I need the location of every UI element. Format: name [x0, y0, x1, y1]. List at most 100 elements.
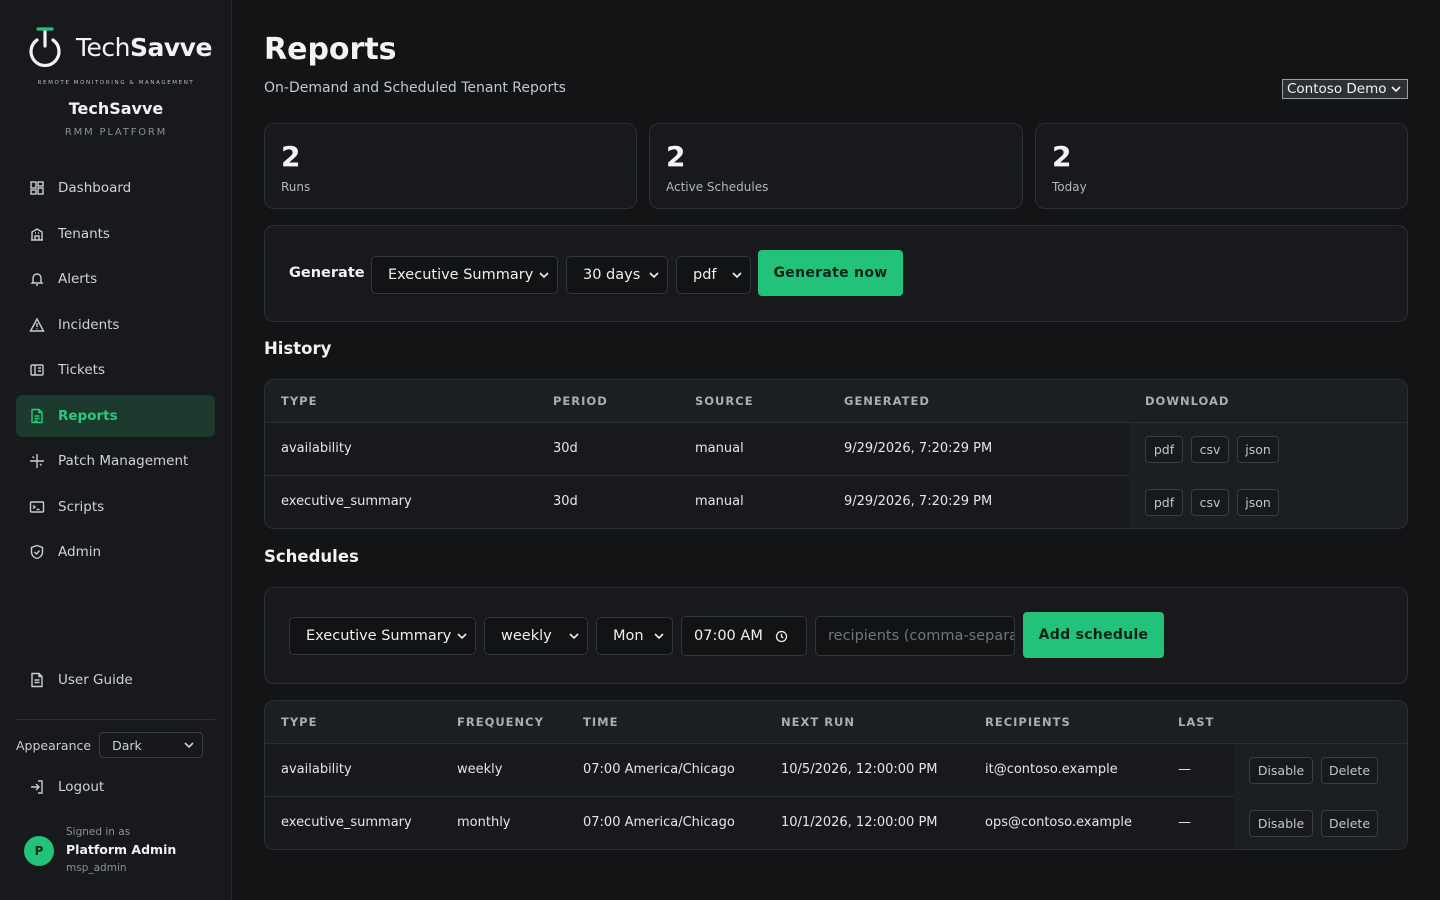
- schedules-table: TYPE FREQUENCY TIME NEXT RUN RECIPIENTS …: [264, 700, 1408, 850]
- format-select[interactable]: pdf: [676, 256, 751, 294]
- sidebar-item-label: Tenants: [58, 226, 110, 242]
- cell-last: —: [1178, 762, 1191, 777]
- logo-wordmark: TechSavve: [76, 32, 212, 62]
- appearance-label: Appearance: [16, 737, 92, 753]
- chevron-down-icon: [457, 633, 467, 640]
- logout-button[interactable]: Logout: [16, 766, 215, 808]
- sidebar-item-incidents[interactable]: Incidents: [16, 304, 215, 346]
- cell-type: availability: [281, 762, 352, 777]
- page-title: Reports: [264, 32, 397, 67]
- day-value: Mon: [613, 628, 644, 644]
- stat-value: 2: [666, 140, 686, 173]
- brand-subtitle: RMM PLATFORM: [64, 127, 168, 138]
- download-json-button[interactable]: json: [1237, 489, 1279, 516]
- period-select[interactable]: 30 days: [566, 256, 668, 294]
- cell-next-run: 10/5/2026, 12:00:00 PM: [781, 762, 938, 777]
- stat-card-runs: 2 Runs: [264, 123, 637, 209]
- disable-button[interactable]: Disable: [1249, 810, 1313, 837]
- history-title: History: [264, 339, 332, 358]
- schedule-type-select[interactable]: Executive Summary: [289, 617, 476, 655]
- sidebar-item-tenants[interactable]: Tenants: [16, 213, 215, 255]
- generate-panel: Generate Executive Summary 30 days pdf G…: [264, 225, 1408, 322]
- delete-button[interactable]: Delete: [1321, 810, 1378, 837]
- sidebar-item-label: Patch Management: [58, 453, 189, 469]
- cell-period: 30d: [553, 441, 578, 456]
- logo[interactable]: TechSavve: [26, 26, 212, 68]
- column-header: TYPE: [281, 394, 318, 408]
- sidebar-item-patch-management[interactable]: Patch Management: [16, 440, 215, 482]
- chevron-down-icon: [649, 272, 659, 279]
- cell-last: —: [1178, 815, 1191, 830]
- download-pdf-button[interactable]: pdf: [1145, 489, 1183, 516]
- sidebar-item-dashboard[interactable]: Dashboard: [16, 167, 215, 209]
- report-icon: [28, 407, 46, 425]
- brand-name: TechSavve: [68, 99, 164, 118]
- frequency-value: weekly: [501, 628, 552, 644]
- table-row: availability 30d manual 9/29/2026, 7:20:…: [265, 423, 1407, 476]
- download-cell: pdf csv json: [1129, 423, 1407, 476]
- warning-icon: [28, 316, 46, 334]
- cell-type: executive_summary: [281, 815, 412, 830]
- sidebar-item-alerts[interactable]: Alerts: [16, 258, 215, 300]
- table-header: TYPE PERIOD SOURCE GENERATED DOWNLOAD: [265, 380, 1407, 423]
- power-logo-icon: [29, 27, 61, 68]
- stat-label: Today: [1052, 180, 1087, 194]
- sidebar-item-reports[interactable]: Reports: [16, 395, 215, 437]
- generate-label: Generate: [289, 265, 365, 281]
- sparkle-icon: [28, 452, 46, 470]
- building-icon: [28, 225, 46, 243]
- download-csv-button[interactable]: csv: [1191, 489, 1229, 516]
- appearance-value: Dark: [112, 737, 142, 753]
- tenant-select[interactable]: Contoso Demo: [1282, 79, 1408, 99]
- download-csv-button[interactable]: csv: [1191, 436, 1229, 463]
- sidebar: TechSavve REMOTE MONITORING & MANAGEMENT…: [0, 0, 232, 900]
- format-value: pdf: [693, 267, 717, 283]
- stat-value: 2: [1052, 140, 1072, 173]
- recipients-placeholder: recipients (comma-separated): [828, 628, 1014, 644]
- day-select[interactable]: Mon: [596, 617, 673, 655]
- column-header: NEXT RUN: [781, 715, 856, 729]
- add-schedule-button[interactable]: Add schedule: [1023, 612, 1164, 658]
- table-row: availability weekly 07:00 America/Chicag…: [265, 744, 1407, 797]
- cell-time: 07:00 America/Chicago: [583, 762, 735, 777]
- column-header: RECIPIENTS: [985, 715, 1071, 729]
- user-guide-label: User Guide: [58, 672, 133, 688]
- sidebar-item-admin[interactable]: Admin: [16, 531, 215, 573]
- sidebar-item-label: Incidents: [58, 317, 120, 333]
- chevron-down-icon: [1390, 86, 1401, 93]
- cell-recipients: ops@contoso.example: [985, 815, 1132, 830]
- cell-time: 07:00 America/Chicago: [583, 815, 735, 830]
- sidebar-item-label: Scripts: [58, 499, 105, 515]
- actions-cell: Disable Delete: [1234, 744, 1407, 797]
- clock-icon: [775, 630, 787, 642]
- time-value: 07:00 AM: [694, 628, 763, 644]
- download-cell: pdf csv json: [1129, 476, 1407, 528]
- appearance-select[interactable]: Dark: [99, 732, 204, 758]
- time-input[interactable]: 07:00 AM: [681, 616, 807, 656]
- download-json-button[interactable]: json: [1237, 436, 1279, 463]
- delete-button[interactable]: Delete: [1321, 757, 1378, 784]
- sidebar-item-scripts[interactable]: Scripts: [16, 486, 215, 528]
- frequency-select[interactable]: weekly: [484, 617, 588, 655]
- schedule-type-value: Executive Summary: [306, 628, 452, 644]
- actions-cell: Disable Delete: [1234, 797, 1407, 849]
- shield-icon: [28, 543, 46, 561]
- download-pdf-button[interactable]: pdf: [1145, 436, 1183, 463]
- cell-frequency: weekly: [457, 762, 503, 777]
- period-value: 30 days: [583, 267, 641, 283]
- sidebar-item-label: Admin: [58, 544, 102, 560]
- report-type-select[interactable]: Executive Summary: [371, 256, 558, 294]
- table-row: executive_summary monthly 07:00 America/…: [265, 797, 1407, 849]
- sidebar-divider: [16, 719, 215, 720]
- user-guide-link[interactable]: User Guide: [16, 659, 215, 701]
- avatar[interactable]: P: [24, 836, 54, 866]
- recipients-input[interactable]: recipients (comma-separated): [815, 616, 1015, 656]
- sidebar-item-label: Alerts: [58, 271, 98, 287]
- generate-now-button[interactable]: Generate now: [758, 250, 903, 296]
- sidebar-item-tickets[interactable]: Tickets: [16, 349, 215, 391]
- disable-button[interactable]: Disable: [1249, 757, 1313, 784]
- sidebar-item-label: Tickets: [58, 362, 105, 378]
- ticket-icon: [28, 361, 46, 379]
- table-header: TYPE FREQUENCY TIME NEXT RUN RECIPIENTS …: [265, 701, 1407, 744]
- stat-value: 2: [281, 140, 301, 173]
